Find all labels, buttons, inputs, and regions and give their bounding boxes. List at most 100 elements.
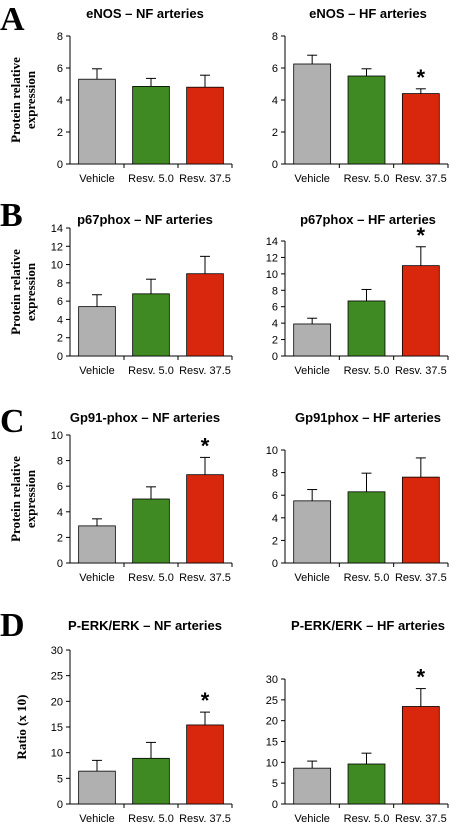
chart-6: Gp91phox – HF arteries 0 2 4 6 8 10 Vehicle Resv… bbox=[266, 410, 449, 584]
y-tick-label: 6 bbox=[272, 63, 278, 75]
x-category-label: Resv. 5.0 bbox=[344, 173, 390, 185]
bar-resv-37-5 bbox=[186, 474, 224, 564]
bar-resv-5-0 bbox=[347, 75, 386, 165]
x-category-label: Resv. 5.0 bbox=[344, 813, 390, 825]
bar-resv-37-5 bbox=[401, 265, 440, 357]
x-category-label: Resv. 37.5 bbox=[179, 365, 231, 377]
x-category-label: Vehicle bbox=[294, 572, 329, 584]
y-tick-label: 10 bbox=[266, 445, 278, 457]
y-tick-label: 6 bbox=[272, 490, 278, 502]
y-tick-label: 0 bbox=[272, 351, 278, 363]
x-category-label: Vehicle bbox=[79, 173, 114, 185]
y-tick-label: 6 bbox=[57, 481, 63, 493]
y-tick-label: 4 bbox=[57, 95, 63, 107]
y-tick-label: 30 bbox=[266, 674, 278, 686]
y-tick-label: 2 bbox=[57, 333, 63, 345]
y-tick-label: 8 bbox=[272, 31, 278, 43]
x-category-label: Resv. 5.0 bbox=[128, 572, 174, 584]
chart-title: eNOS – HF arteries bbox=[309, 6, 427, 21]
y-tick-label: 25 bbox=[51, 671, 63, 683]
y-tick-label: 8 bbox=[57, 278, 63, 290]
chart-title: P-ERK/ERK – NF arteries bbox=[68, 618, 222, 633]
y-tick-label: 25 bbox=[266, 695, 278, 707]
y-tick-label: 0 bbox=[57, 159, 63, 171]
y-tick-label: 4 bbox=[272, 513, 278, 525]
bar-vehicle bbox=[78, 306, 116, 357]
bar-vehicle bbox=[293, 63, 332, 165]
y-tick-label: 10 bbox=[51, 260, 63, 272]
y-tick-label: 6 bbox=[272, 302, 278, 314]
panel-letter-d: D bbox=[0, 607, 25, 644]
y-axis-label-line: expression bbox=[23, 262, 38, 321]
chart-title: p67phox – HF arteries bbox=[300, 212, 436, 227]
y-axis-label-line: Protein relative bbox=[8, 249, 23, 335]
y-tick-label: 4 bbox=[57, 507, 63, 519]
y-tick-label: 20 bbox=[266, 716, 278, 728]
y-tick-label: 15 bbox=[51, 722, 63, 734]
bar-resv-5-0 bbox=[347, 763, 386, 805]
y-axis-label-line: Protein relative bbox=[8, 57, 23, 143]
y-tick-label: 4 bbox=[57, 314, 63, 326]
y-tick-label: 20 bbox=[51, 696, 63, 708]
x-category-label: Resv. 37.5 bbox=[395, 572, 447, 584]
y-tick-label: 5 bbox=[57, 773, 63, 785]
x-category-label: Resv. 37.5 bbox=[179, 572, 231, 584]
y-tick-label: 12 bbox=[266, 252, 278, 264]
y-tick-label: 2 bbox=[272, 127, 278, 139]
bar-vehicle bbox=[78, 78, 116, 165]
x-category-label: Vehicle bbox=[79, 365, 114, 377]
significance-star: * bbox=[417, 223, 426, 248]
y-axis-label-row-4: Ratio (x 10) bbox=[14, 695, 29, 760]
y-tick-label: 15 bbox=[266, 737, 278, 749]
chart-1: eNOS – NF arteries 0 2 4 6 8 Vehicle Resv. 5.0 R… bbox=[57, 6, 233, 185]
bar-resv-37-5 bbox=[401, 93, 440, 165]
x-category-label: Vehicle bbox=[79, 572, 114, 584]
x-category-label: Resv. 37.5 bbox=[395, 173, 447, 185]
y-tick-label: 8 bbox=[57, 31, 63, 43]
x-category-label: Resv. 5.0 bbox=[128, 813, 174, 825]
x-category-label: Vehicle bbox=[294, 173, 329, 185]
y-tick-label: 2 bbox=[272, 535, 278, 547]
panel-letter-b: B bbox=[0, 197, 23, 234]
x-category-label: Resv. 5.0 bbox=[128, 365, 174, 377]
y-tick-label: 14 bbox=[51, 223, 63, 235]
y-tick-label: 10 bbox=[51, 430, 63, 442]
y-tick-label: 8 bbox=[272, 468, 278, 480]
chart-4: p67phox – HF arteries 0 2 4 6 8 10 12 14 Vehicle R… bbox=[266, 212, 449, 377]
panel-letter-c: C bbox=[0, 403, 25, 440]
y-tick-label: 10 bbox=[266, 757, 278, 769]
bar-vehicle bbox=[293, 500, 332, 564]
y-tick-label: 10 bbox=[266, 269, 278, 281]
x-category-label: Resv. 5.0 bbox=[128, 173, 174, 185]
y-axis-label-line: expression bbox=[23, 70, 38, 129]
bar-resv-37-5 bbox=[401, 476, 440, 564]
significance-star: * bbox=[201, 433, 210, 458]
chart-2: eNOS – HF arteries 0 2 4 6 8 Vehicle Resv. 5.0 R… bbox=[272, 6, 449, 185]
x-category-label: Resv. 37.5 bbox=[179, 173, 231, 185]
y-tick-label: 10 bbox=[51, 748, 63, 760]
y-axis-label-line: Protein relative bbox=[8, 456, 23, 542]
y-tick-label: 0 bbox=[57, 558, 63, 570]
bar-vehicle bbox=[293, 323, 332, 357]
bar-resv-37-5 bbox=[186, 86, 224, 165]
chart-3: p67phox – NF arteries 0 2 4 6 8 10 12 14 Vehicle R… bbox=[51, 212, 233, 377]
bar-resv-5-0 bbox=[132, 86, 170, 165]
chart-8: P-ERK/ERK – HF arteries 0 5 10 15 20 25 30 Vehic… bbox=[266, 618, 449, 825]
bar-resv-5-0 bbox=[347, 491, 386, 564]
y-tick-label: 4 bbox=[272, 95, 278, 107]
x-category-label: Resv. 37.5 bbox=[179, 813, 231, 825]
y-tick-label: 5 bbox=[272, 778, 278, 790]
chart-7: P-ERK/ERK – NF arteries 0 5 10 15 20 25 30 Vehic… bbox=[51, 618, 233, 825]
chart-5: Gp91-phox – NF arteries 0 2 4 6 8 10 Vehicle Res… bbox=[51, 410, 233, 584]
x-category-label: Vehicle bbox=[294, 365, 329, 377]
y-tick-label: 4 bbox=[272, 318, 278, 330]
bar-vehicle bbox=[293, 767, 332, 805]
y-tick-label: 14 bbox=[266, 236, 278, 248]
bar-resv-5-0 bbox=[347, 300, 386, 357]
significance-star: * bbox=[417, 65, 426, 90]
y-tick-label: 12 bbox=[51, 241, 63, 253]
bar-resv-5-0 bbox=[132, 757, 170, 805]
bar-resv-37-5 bbox=[186, 724, 224, 805]
bar-resv-5-0 bbox=[132, 293, 170, 357]
